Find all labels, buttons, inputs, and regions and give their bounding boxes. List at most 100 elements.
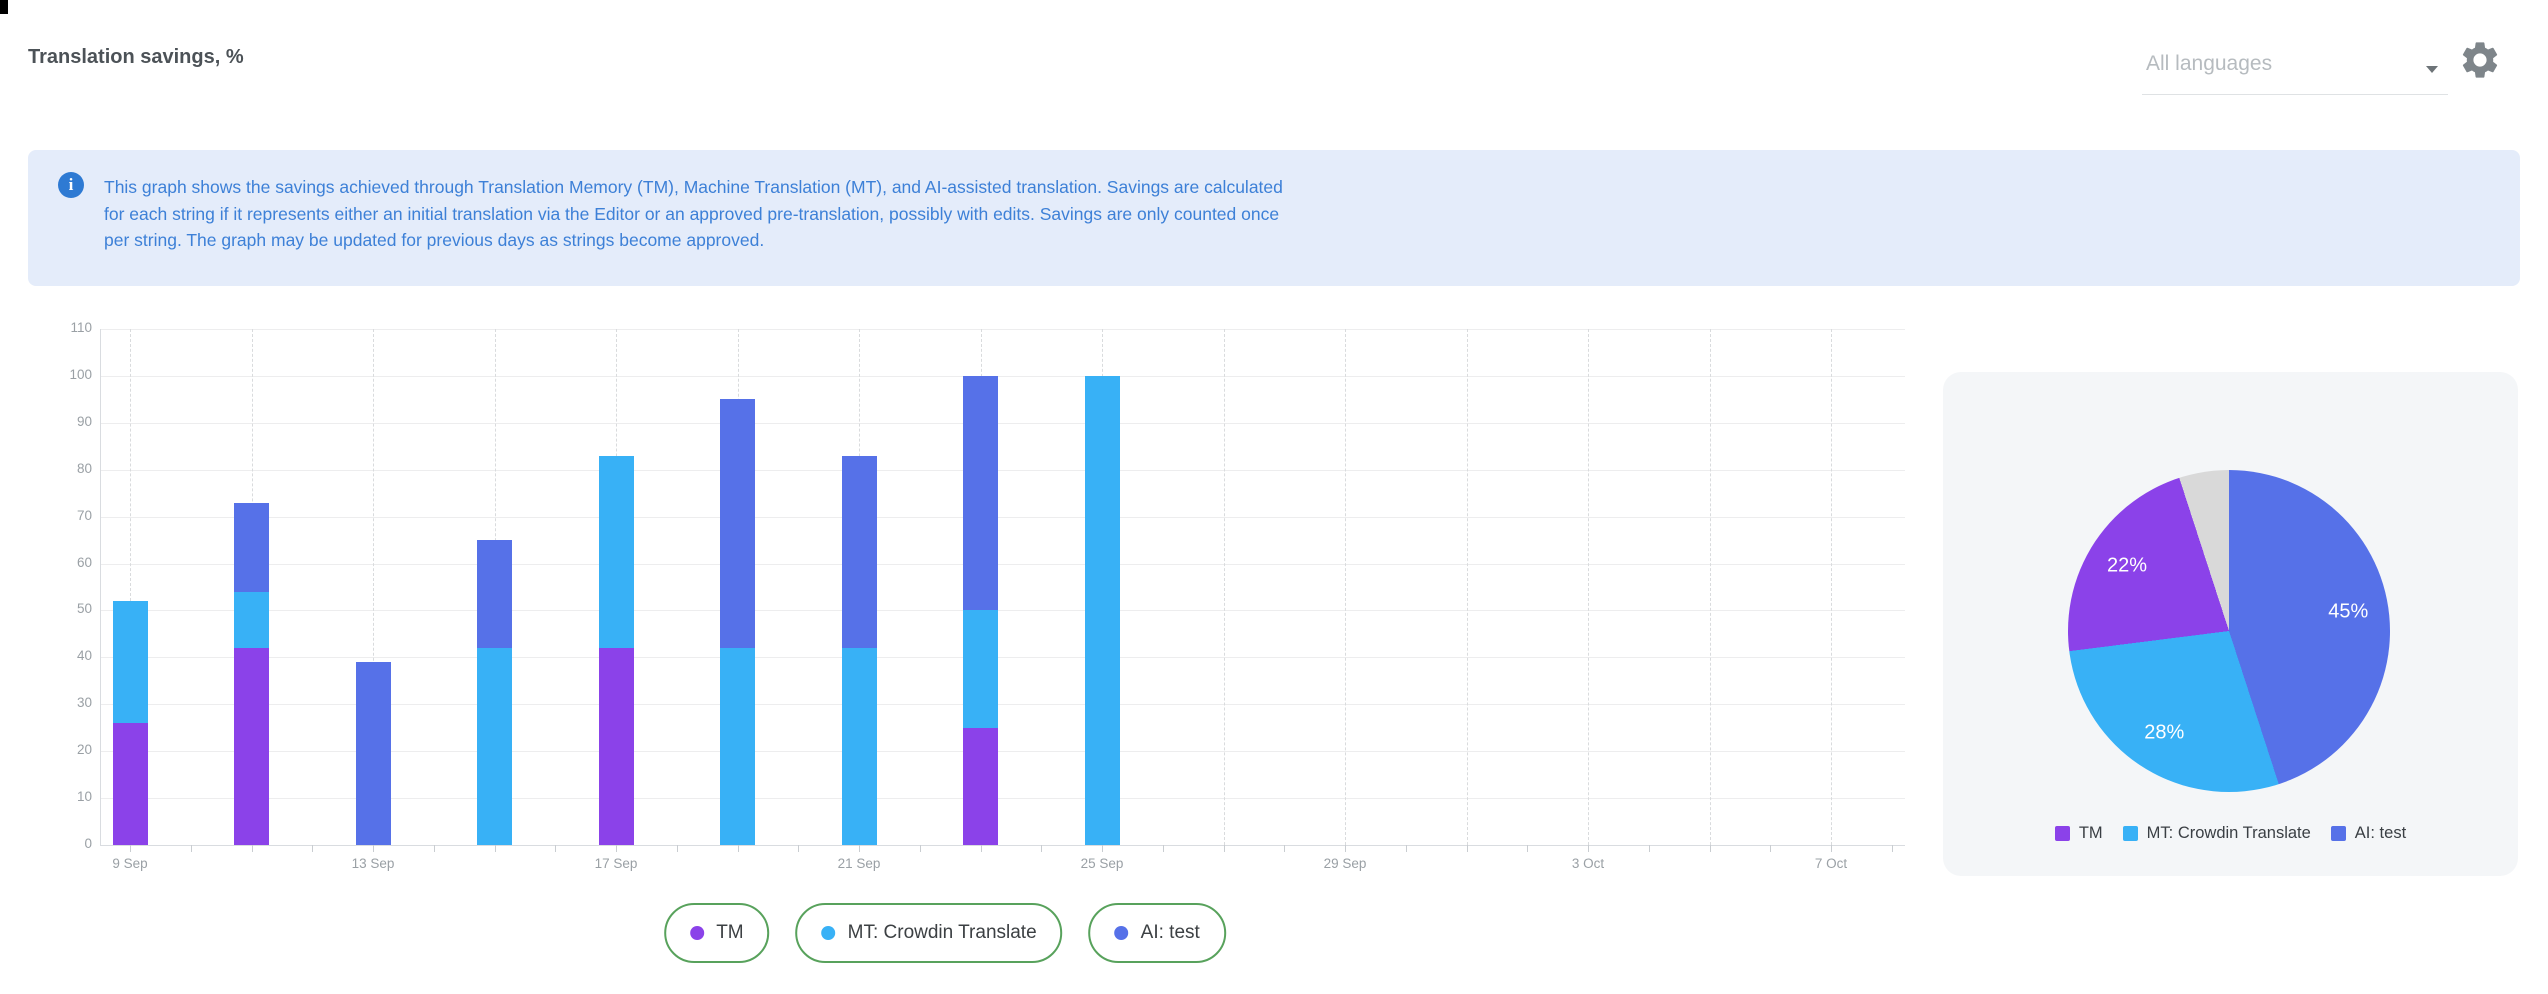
x-axis-tick — [919, 845, 921, 852]
y-axis-label: 20 — [76, 742, 92, 758]
x-axis-tick — [737, 845, 739, 852]
x-axis-label: 3 Oct — [1571, 856, 1605, 871]
x-axis-label: 21 Sep — [837, 856, 881, 871]
language-filter-select[interactable]: All languages — [2142, 44, 2448, 95]
legend-label-mt: MT: Crowdin Translate — [847, 922, 1037, 943]
pie-chart-legend: TM MT: Crowdin Translate AI: test — [1943, 824, 2518, 843]
info-banner-text: This graph shows the savings achieved th… — [104, 174, 1283, 254]
x-axis-label: 29 Sep — [1323, 856, 1367, 871]
pie-legend-item-mt: MT: Crowdin Translate — [2122, 824, 2311, 843]
chevron-down-icon — [2426, 66, 2438, 73]
bar-segment-mt-25-sep[interactable] — [1084, 375, 1120, 845]
info-banner-line-1: This graph shows the savings achieved th… — [104, 177, 1283, 197]
gridline-x-dashed — [373, 329, 374, 845]
pie-legend-label-mt: MT: Crowdin Translate — [2146, 824, 2311, 842]
info-banner-line-3: per string. The graph may be updated for… — [104, 230, 765, 250]
x-axis-tick — [130, 845, 131, 852]
bar-segment-tm-11-sep[interactable] — [234, 647, 269, 845]
x-axis-tick — [1770, 845, 1772, 852]
legend-pill-tm[interactable]: TM — [664, 903, 770, 963]
gridline-x-dashed — [1709, 329, 1711, 845]
x-axis-tick — [1102, 845, 1103, 852]
gridline-y — [100, 375, 1905, 377]
x-axis-tick — [1345, 845, 1346, 852]
x-axis-tick — [251, 845, 253, 852]
gridline-y — [100, 657, 1905, 659]
gridline-x-dashed — [1588, 329, 1589, 845]
y-axis-label: 50 — [76, 601, 92, 617]
legend-dot-tm — [690, 926, 705, 940]
x-axis-tick — [616, 845, 617, 852]
info-banner: i This graph shows the savings achieved … — [28, 150, 2520, 286]
x-axis-tick — [859, 845, 860, 852]
x-axis-line — [100, 845, 1905, 846]
pie-legend-label-tm: TM — [2078, 824, 2103, 842]
bar-segment-ai-11-sep[interactable] — [234, 502, 269, 592]
x-axis-tick — [433, 845, 435, 852]
bar-segment-mt-17-sep[interactable] — [598, 455, 634, 648]
gridline-y — [100, 563, 1905, 565]
gridline-y — [100, 704, 1905, 706]
legend-pill-mt[interactable]: MT: Crowdin Translate — [795, 903, 1063, 963]
x-axis-tick — [1284, 845, 1286, 852]
bar-segment-ai-15-sep[interactable] — [477, 540, 512, 648]
pie-legend-label-ai: AI: test — [2354, 824, 2407, 842]
gridline-x-dashed — [1223, 329, 1225, 845]
x-axis-tick — [1162, 845, 1164, 852]
x-axis-label: 13 Sep — [351, 856, 395, 871]
y-axis-label: 60 — [76, 554, 92, 570]
x-axis-tick — [980, 845, 982, 852]
bar-segment-tm-23-sep[interactable] — [963, 727, 998, 845]
y-axis-line — [100, 329, 101, 845]
y-axis-label: 10 — [76, 789, 92, 805]
bar-segment-ai-23-sep[interactable] — [963, 375, 998, 611]
gear-icon — [2462, 42, 2498, 78]
y-axis-label: 90 — [76, 413, 92, 429]
legend-label-ai: AI: test — [1140, 922, 1200, 943]
pie-legend-swatch-mt — [2122, 826, 2138, 841]
y-axis-label: 30 — [76, 695, 92, 711]
bar-segment-mt-9-sep[interactable] — [112, 601, 148, 724]
pie-legend-swatch-tm — [2054, 826, 2070, 841]
x-axis-tick — [555, 845, 557, 852]
y-axis-label: 100 — [69, 366, 92, 382]
bar-chart-legend: TM MT: Crowdin Translate AI: test — [664, 903, 1226, 963]
x-axis-tick — [1041, 845, 1043, 852]
gridline-x-dashed — [130, 329, 131, 845]
bar-segment-ai-19-sep[interactable] — [720, 399, 755, 648]
x-axis-tick — [190, 845, 192, 852]
language-filter-value: All languages — [2146, 52, 2273, 75]
x-axis-tick — [1709, 845, 1711, 852]
bar-segment-mt-21-sep[interactable] — [841, 647, 877, 845]
gridline-x-dashed — [1466, 329, 1468, 845]
x-axis-tick — [1831, 845, 1832, 852]
bar-segment-tm-17-sep[interactable] — [598, 647, 634, 845]
pie-chart[interactable] — [2068, 470, 2390, 792]
bar-segment-ai-21-sep[interactable] — [841, 455, 877, 648]
gridline-y — [100, 329, 1905, 330]
bar-segment-tm-9-sep[interactable] — [112, 723, 148, 845]
y-axis-label: 80 — [76, 460, 92, 476]
x-axis-tick — [373, 845, 374, 852]
gridline-y — [100, 469, 1905, 471]
bar-segment-mt-19-sep[interactable] — [720, 647, 755, 845]
legend-label-tm: TM — [716, 922, 744, 943]
settings-gear-icon[interactable] — [2458, 38, 2502, 82]
bar-segment-ai-13-sep[interactable] — [355, 662, 391, 845]
pie-legend-item-ai: AI: test — [2330, 824, 2407, 843]
bar-segment-mt-15-sep[interactable] — [477, 647, 512, 845]
legend-dot-mt — [821, 926, 836, 940]
screenshot-artifact — [0, 0, 8, 14]
info-banner-line-2: for each string if it represents either … — [104, 203, 1280, 224]
bar-segment-mt-23-sep[interactable] — [963, 610, 998, 728]
gridline-x-dashed — [1345, 329, 1346, 845]
x-axis-tick — [1223, 845, 1225, 852]
x-axis-label: 17 Sep — [594, 856, 638, 871]
page-title: Translation savings, % — [28, 46, 244, 68]
legend-pill-ai[interactable]: AI: test — [1088, 903, 1226, 963]
gridline-y — [100, 798, 1905, 800]
x-axis-tick — [494, 845, 496, 852]
bar-segment-mt-11-sep[interactable] — [234, 591, 269, 648]
x-axis-tick — [1648, 845, 1650, 852]
